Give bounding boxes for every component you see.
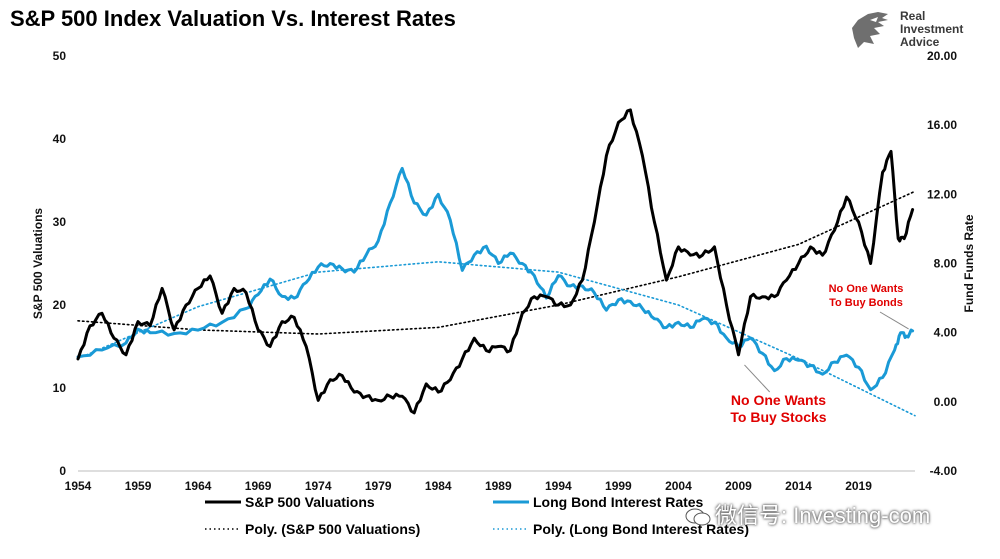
- brand-line-1: Real: [900, 9, 926, 23]
- y2-axis-title: Fund Funds Rate: [962, 214, 976, 312]
- legend-bond-poly-label: Poly. (Long Bond Interest Rates): [533, 521, 749, 537]
- watermark: 微信号: Investing-com: [685, 498, 930, 530]
- brand-logo: Real Investment Advice: [848, 8, 988, 52]
- bond-trendline: [77, 261, 916, 417]
- legend-sp500-label: S&P 500 Valuations: [245, 494, 375, 510]
- x-tick-label: 1994: [545, 479, 572, 493]
- long-bond-rates-line: [76, 166, 915, 392]
- annotation-stocks-line1: No One Wants: [731, 392, 826, 408]
- x-tick-label: 2009: [725, 479, 752, 493]
- y2-tick-label: 8.00: [934, 257, 958, 271]
- annotation-bonds-line2: To Buy Bonds: [829, 297, 903, 309]
- y-tick-label: 10: [53, 381, 67, 395]
- x-tick-label: 1969: [245, 479, 272, 493]
- eagle-logo-icon: [852, 12, 888, 48]
- annotation-stocks-pointer: [744, 364, 771, 393]
- brand-line-2: Investment: [900, 22, 964, 36]
- legend-sp500-poly-label: Poly. (S&P 500 Valuations): [245, 521, 420, 537]
- y2-tick-label: 16.00: [927, 118, 957, 132]
- y-tick-label: 40: [53, 132, 67, 146]
- watermark-text: 微信号: Investing-com: [715, 503, 931, 528]
- chart-title: S&P 500 Index Valuation Vs. Interest Rat…: [10, 6, 456, 31]
- y2-tick-label: 20.00: [927, 49, 957, 63]
- y2-tick-label: 4.00: [934, 326, 958, 340]
- sp500-valuations-line: [76, 108, 915, 415]
- y-tick-label: 0: [59, 464, 66, 478]
- sp500-trendline: [77, 190, 916, 335]
- x-tick-label: 1979: [365, 479, 392, 493]
- x-tick-label: 2019: [845, 479, 872, 493]
- x-tick-label: 1964: [185, 479, 212, 493]
- x-tick-label: 1999: [605, 479, 632, 493]
- wechat-icon: [685, 508, 711, 526]
- x-tick-label: 2004: [665, 479, 692, 493]
- x-tick-label: 1959: [125, 479, 152, 493]
- x-tick-label: 1974: [305, 479, 332, 493]
- brand-line-3: Advice: [900, 35, 940, 49]
- x-tick-label: 1954: [65, 479, 92, 493]
- legend-long-bond-label: Long Bond Interest Rates: [533, 494, 704, 510]
- y2-tick-label: 0.00: [934, 395, 958, 409]
- x-tick-label: 1989: [485, 479, 512, 493]
- x-tick-label: 2014: [785, 479, 812, 493]
- y-axis-title: S&P 500 Valuations: [31, 208, 45, 319]
- annotation-bonds-line1: No One Wants: [829, 283, 904, 295]
- y-tick-label: 20: [53, 298, 67, 312]
- annotation-bonds-pointer: [879, 311, 909, 330]
- y-tick-label: 50: [53, 49, 67, 63]
- y-tick-label: 30: [53, 215, 67, 229]
- annotation-stocks-line2: To Buy Stocks: [730, 409, 826, 425]
- x-tick-label: 1984: [425, 479, 452, 493]
- brand-name: Real Investment Advice: [900, 10, 963, 49]
- y2-tick-label: -4.00: [930, 464, 958, 478]
- y2-tick-label: 12.00: [927, 187, 957, 201]
